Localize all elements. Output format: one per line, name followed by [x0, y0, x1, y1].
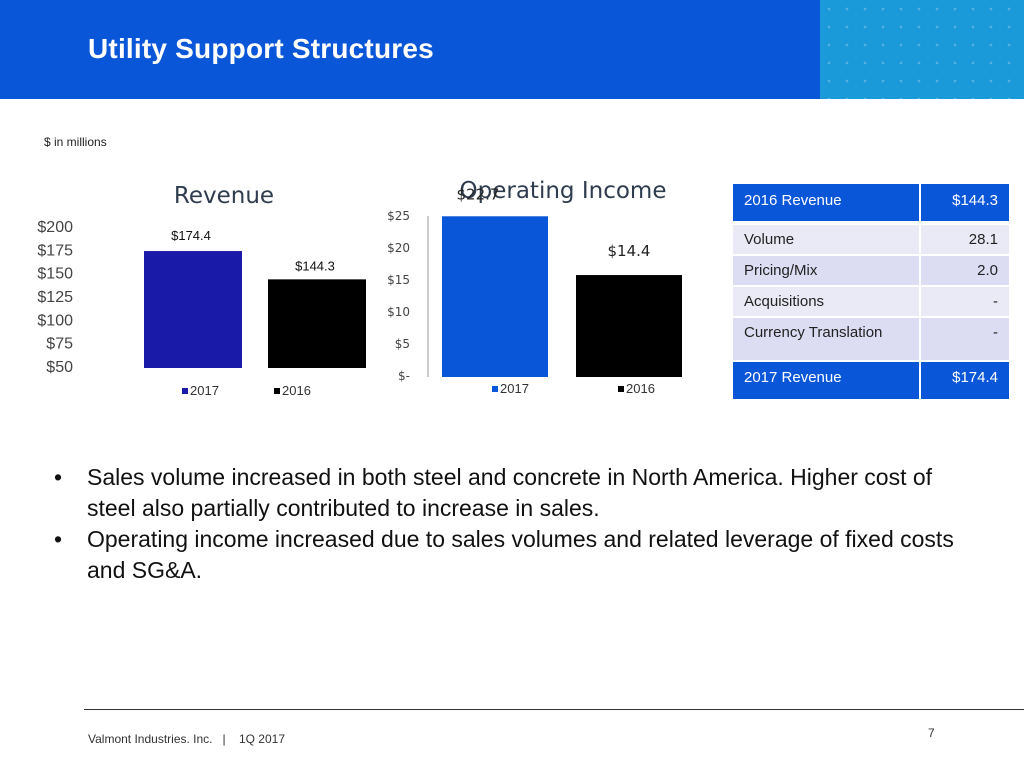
legend-label: 2017	[190, 383, 219, 398]
revenue-bridge-table: 2016 Revenue $144.3 Volume 28.1 Pricing/…	[733, 184, 1009, 399]
bridge-row-value: 2.0	[921, 256, 1009, 285]
y-tick-label: $25	[387, 209, 410, 223]
header-dot-pattern	[820, 0, 1024, 99]
data-label: $22.7	[457, 185, 500, 203]
legend-label: 2016	[282, 383, 311, 398]
chart-title: Operating Income	[460, 178, 667, 204]
revenue-chart: Revenue $200 $175 $150 $125 $100 $75 $50 $174.4 $…	[37, 183, 366, 398]
y-tick-label: $20	[387, 241, 410, 255]
y-tick-label: $200	[37, 219, 73, 236]
bar-2016	[268, 279, 366, 368]
y-tick-label: $175	[37, 242, 73, 259]
legend-label: 2017	[500, 381, 529, 396]
legend-swatch	[618, 386, 624, 392]
bullet-item: • Operating income increased due to sale…	[52, 524, 972, 586]
legend-swatch	[274, 388, 280, 394]
legend-swatch	[492, 386, 498, 392]
legend-swatch	[182, 388, 188, 394]
legend-label: 2016	[626, 381, 655, 396]
bridge-row-value: -	[921, 318, 1009, 360]
bullet-text: Operating income increased due to sales …	[87, 526, 954, 583]
data-label: $174.4	[171, 228, 211, 243]
y-tick-label: $50	[46, 359, 73, 376]
y-tick-label: $5	[395, 337, 410, 351]
bridge-row: Acquisitions -	[733, 287, 1009, 316]
bridge-row-value: -	[921, 287, 1009, 316]
y-tick-label: $100	[37, 312, 73, 329]
bridge-row-label: Pricing/Mix	[733, 256, 919, 285]
chart-title: Revenue	[174, 183, 274, 209]
bridge-row-label: Volume	[733, 225, 919, 254]
operating-income-chart: Operating Income $25 $20 $15 $10 $5 $- $22.7 $14…	[387, 178, 682, 396]
units-note: $ in millions	[44, 135, 107, 149]
bridge-start-row: 2016 Revenue $144.3	[733, 184, 1009, 221]
y-tick-label: $75	[46, 336, 73, 353]
page-number: 7	[928, 726, 935, 740]
bridge-end-label: 2017 Revenue	[733, 362, 919, 399]
footer-divider	[84, 709, 1024, 710]
bridge-row-value: 28.1	[921, 225, 1009, 254]
data-label: $14.4	[608, 242, 651, 260]
bullet-glyph: •	[54, 526, 63, 552]
bar-2017	[144, 251, 242, 368]
bullet-list: • Sales volume increased in both steel a…	[52, 462, 972, 586]
header-bar: Utility Support Structures	[0, 0, 1024, 99]
bullet-item: • Sales volume increased in both steel a…	[52, 462, 972, 524]
bridge-row: Volume 28.1	[733, 225, 1009, 254]
bullet-glyph: •	[54, 464, 63, 490]
bridge-start-label: 2016 Revenue	[733, 184, 919, 221]
bridge-row-label: Currency Translation	[733, 318, 919, 360]
y-tick-label: $15	[387, 273, 410, 287]
bar-2016	[576, 275, 682, 377]
bridge-end-value: $174.4	[921, 362, 1009, 399]
y-tick-label: $10	[387, 305, 410, 319]
slide-title: Utility Support Structures	[88, 33, 434, 64]
footer-text: Valmont Industries. Inc. | 1Q 2017	[88, 732, 285, 746]
bridge-start-value: $144.3	[921, 184, 1009, 221]
data-label: $144.3	[295, 258, 335, 273]
y-tick-label: $150	[37, 266, 73, 283]
bridge-row-label: Acquisitions	[733, 287, 919, 316]
y-tick-label: $125	[37, 289, 73, 306]
bridge-end-row: 2017 Revenue $174.4	[733, 362, 1009, 399]
bar-2017	[442, 216, 548, 377]
bridge-row: Pricing/Mix 2.0	[733, 256, 1009, 285]
bridge-row: Currency Translation -	[733, 318, 1009, 360]
y-tick-label: $-	[398, 369, 410, 383]
bullet-text: Sales volume increased in both steel and…	[87, 464, 933, 521]
